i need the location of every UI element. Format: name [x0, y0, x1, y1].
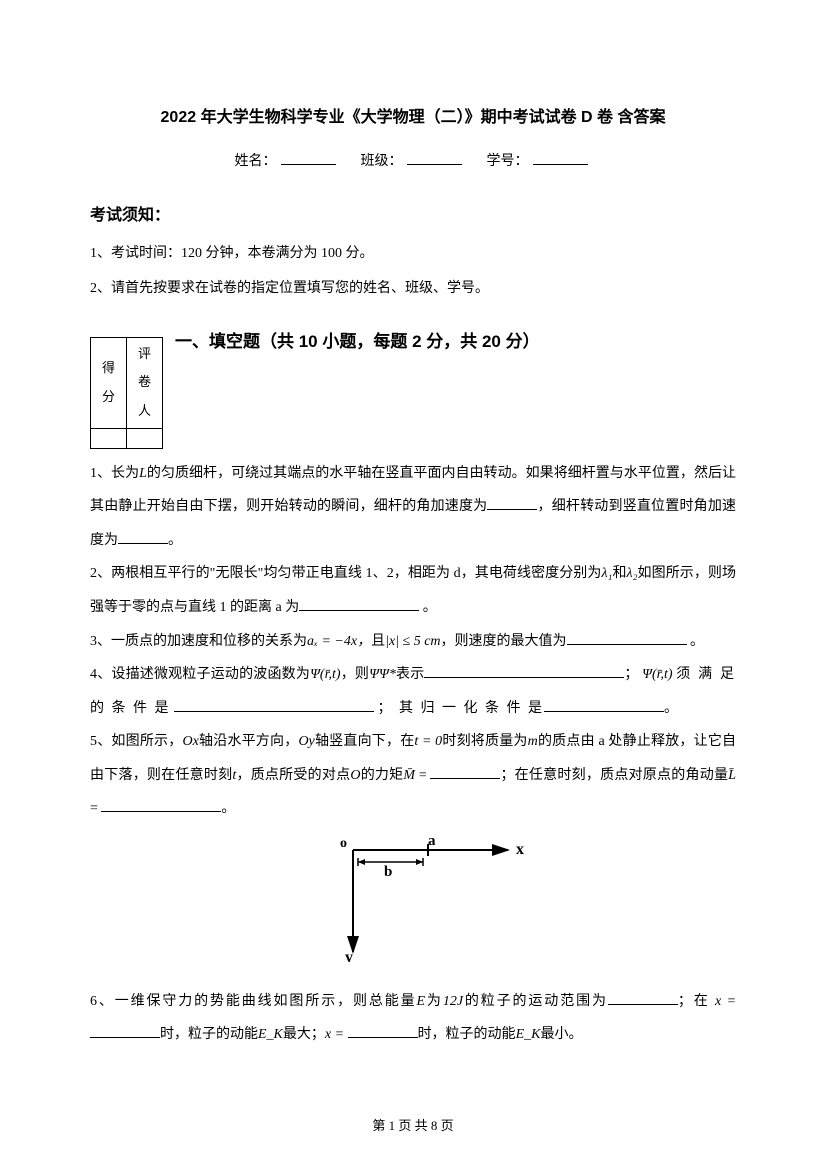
score-cell-2[interactable] [127, 428, 163, 448]
notice-header: 考试须知： [90, 198, 736, 233]
q5-ox: Ox [182, 734, 198, 749]
q5-text-2: 轴沿水平方向， [199, 734, 299, 749]
q6-text-5: 时，粒子的动能 [160, 1027, 258, 1042]
label-y: y [345, 949, 353, 962]
score-cell-1[interactable] [91, 428, 127, 448]
q4-blank-2[interactable] [174, 698, 374, 712]
q1-blank-1[interactable] [487, 496, 537, 510]
label-b: b [384, 864, 392, 880]
label-o: o [340, 836, 347, 851]
class-blank[interactable] [407, 164, 462, 165]
q6-text-7: 时，粒子的动能 [418, 1027, 516, 1042]
q6-E: E [416, 994, 425, 1009]
question-1: 1、长为L的匀质细杆，可绕过其端点的水平轴在竖直平面内自由转动。如果将细杆置与水… [90, 457, 736, 558]
question-4: 4、设描述微观粒子运动的波函数为Ψ(r̄,t)，则ΨΨ*表示； Ψ(r̄,t) … [90, 658, 736, 725]
score-header-1: 得分 [91, 337, 127, 428]
q4-blank-3[interactable] [544, 698, 664, 712]
q6-text-8: 最小。 [540, 1027, 582, 1042]
q4-psi3: Ψ(r̄,t) [642, 667, 672, 682]
student-info-line: 姓名： 班级： 学号： [90, 147, 736, 178]
q5-text-3: 轴竖直向下，在 [315, 734, 415, 749]
q4-text-4: ； [624, 667, 638, 682]
notice-item-2: 2、请首先按要求在试卷的指定位置填写您的姓名、班级、学号。 [90, 274, 736, 305]
q2-text-4: 。 [423, 600, 437, 615]
q4-text-1: 4、设描述微观粒子运动的波函数为 [90, 667, 310, 682]
q5-oy: Oy [298, 734, 314, 749]
q6-xeq1: x = [715, 994, 736, 1009]
score-table: 得分 评卷人 [90, 337, 163, 449]
q6-xeq2: x = [325, 1027, 348, 1042]
score-header-2: 评卷人 [127, 337, 163, 428]
q2-text-1: 2、两根相互平行的"无限长"均匀带正电直线 1、2，相距为 d，其电荷线密度分别… [90, 566, 601, 581]
q5-text-8: ；在任意时刻，质点对原点的角动量 [500, 768, 728, 783]
q5-text-7: 的力矩 [360, 768, 403, 783]
q5-blank-1[interactable] [430, 765, 500, 779]
q6-12J: 12J [443, 994, 463, 1009]
q5-L: L̄ [728, 768, 736, 783]
q5-text-6: ，质点所受的对点 [236, 768, 350, 783]
q6-blank-2[interactable] [90, 1024, 160, 1038]
q3-text-3: ，则速度的最大值为 [441, 634, 567, 649]
q4-psi2: ΨΨ* [369, 667, 396, 682]
question-2: 2、两根相互平行的"无限长"均匀带正电直线 1、2，相距为 d，其电荷线密度分别… [90, 557, 736, 624]
q5-text-9: 。 [221, 801, 235, 816]
q6-text-6: 最大； [283, 1027, 325, 1042]
q1-blank-2[interactable] [118, 530, 168, 544]
class-label: 班级： [361, 154, 403, 169]
q6-text-3: 的粒子的运动范围为 [463, 994, 608, 1009]
q2-lambda2: λ₂ [627, 566, 638, 581]
q3-text-1: 3、一质点的加速度和位移的关系为 [90, 634, 307, 649]
q3-eq1: aₓ = −4x， [307, 634, 371, 649]
q3-eq2: |x| ≤ 5 cm [385, 634, 440, 649]
name-label: 姓名： [235, 154, 277, 169]
q3-blank[interactable] [567, 631, 687, 645]
section-1-title: 一、填空题（共 10 小题，每题 2 分，共 20 分） [90, 323, 736, 360]
label-x: x [516, 841, 524, 858]
q6-Ek1: E_K [258, 1027, 283, 1042]
question-3: 3、一质点的加速度和位移的关系为aₓ = −4x，且|x| ≤ 5 cm，则速度… [90, 625, 736, 659]
q4-text-2: ，则 [341, 667, 370, 682]
q2-text-2: 和 [612, 566, 626, 581]
q2-blank[interactable] [299, 597, 419, 611]
q4-text-3: 表示 [396, 667, 425, 682]
q5-O: O [350, 768, 360, 783]
page-footer: 第 1 页 共 8 页 [0, 1112, 826, 1141]
q6-text-4: ；在 [678, 994, 710, 1009]
q5-eq2: = [90, 801, 101, 816]
label-a: a [428, 833, 436, 849]
q6-text-1: 6、一维保守力的势能曲线如图所示，则总能量 [90, 994, 416, 1009]
coordinate-diagram: o a x y b [298, 832, 528, 962]
q5-blank-2[interactable] [101, 798, 221, 812]
id-label: 学号： [487, 154, 529, 169]
q3-text-2: 且 [371, 634, 385, 649]
q6-text-2: 为 [425, 994, 443, 1009]
q4-psi1: Ψ(r̄,t) [310, 667, 340, 682]
page-title: 2022 年大学生物科学专业《大学物理（二）》期中考试试卷 D 卷 含答案 [90, 100, 736, 135]
q2-lambda1: λ₁ [601, 566, 612, 581]
q3-text-4: 。 [690, 634, 704, 649]
q6-blank-3[interactable] [348, 1024, 418, 1038]
q5-text-4: 时刻将质量为 [442, 734, 527, 749]
name-blank[interactable] [281, 164, 336, 165]
q5-diagram: o a x y b [90, 832, 736, 975]
q6-blank-1[interactable] [608, 991, 678, 1005]
q6-Ek2: E_K [516, 1027, 541, 1042]
q1-text-a: 1、长为 [90, 466, 139, 481]
notice-item-1: 1、考试时间：120 分钟，本卷满分为 100 分。 [90, 239, 736, 270]
q5-eq: = [415, 768, 430, 783]
q5-t0: t = 0 [414, 734, 442, 749]
q1-text-d: 。 [168, 533, 182, 548]
q1-L: L [139, 466, 147, 481]
q4-blank-1[interactable] [424, 664, 624, 678]
question-5: 5、如图所示，Ox轴沿水平方向，Oy轴竖直向下，在t = 0时刻将质量为m的质点… [90, 725, 736, 826]
id-blank[interactable] [533, 164, 588, 165]
q5-text-1: 5、如图所示， [90, 734, 182, 749]
q4-text-7: 。 [664, 701, 678, 716]
q4-text-6: ； 其 归 一 化 条 件 是 [378, 701, 545, 716]
q5-m: m [528, 734, 538, 749]
q5-M: M̄ [403, 768, 415, 783]
question-6: 6、一维保守力的势能曲线如图所示，则总能量E为12J的粒子的运动范围为 ；在 x … [90, 985, 736, 1052]
